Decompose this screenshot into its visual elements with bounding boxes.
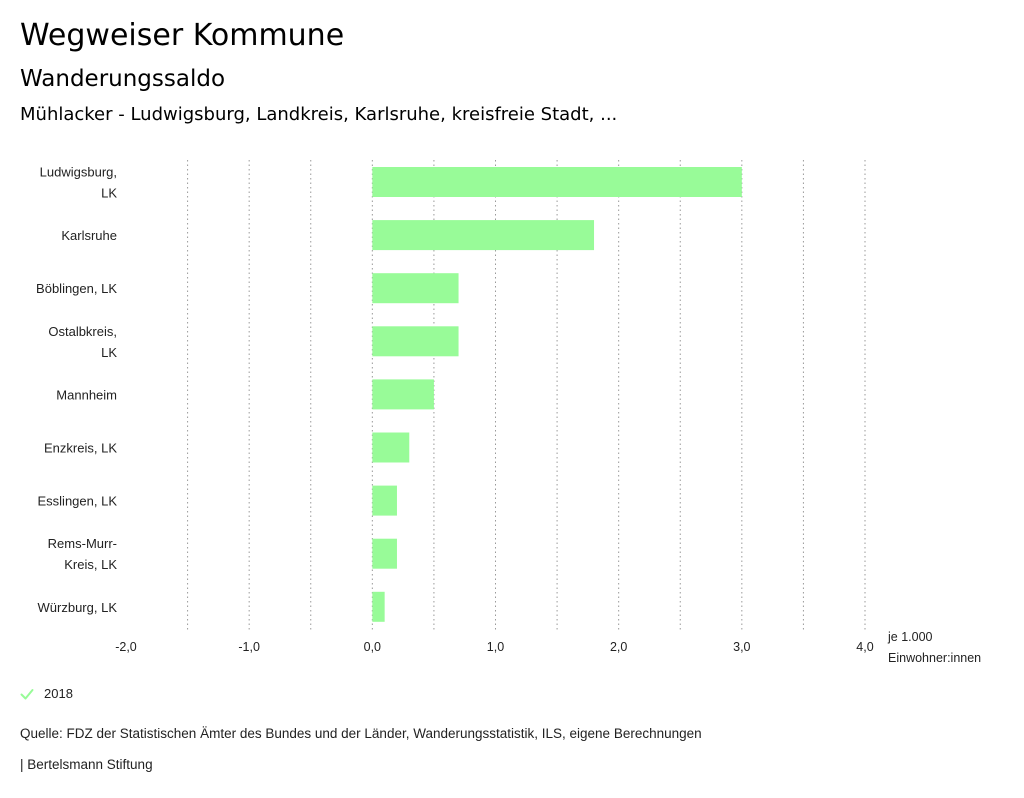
region-selection[interactable]: Mühlacker - Ludwigsburg, Landkreis, Karl… (20, 104, 618, 125)
tick-labels: -2,0 -1,0 0,0 1,0 2,0 3,0 4,0 (115, 640, 874, 654)
bar (372, 538, 397, 569)
bar (372, 591, 385, 622)
tick-label: 3,0 (733, 640, 750, 654)
legend-label: 2018 (44, 686, 73, 701)
category-label: Rems-Murr- (48, 536, 117, 551)
chart-subtitle: Wanderungssaldo (20, 66, 226, 92)
unit-label: je 1.000 Einwohner:innen (887, 630, 981, 665)
tick-label: 0,0 (364, 640, 381, 654)
category-label: Enzkreis, LK (44, 441, 117, 456)
bar-chart: Ludwigsburg, LK Karlsruhe Böblingen, LK Osta… (36, 160, 981, 665)
category-label: Kreis, LK (64, 557, 117, 572)
category-label: Mannheim (56, 387, 117, 402)
category-label: LK (101, 345, 117, 360)
check-icon (20, 688, 34, 699)
category-label: Ostalbkreis, (48, 324, 117, 339)
tick-label: -2,0 (115, 640, 137, 654)
bar (372, 485, 397, 516)
bar (372, 379, 434, 410)
bar (372, 167, 742, 197)
bar (372, 273, 459, 304)
tick-label: 1,0 (487, 640, 504, 654)
category-labels: Ludwigsburg, LK Karlsruhe Böblingen, LK Osta… (36, 165, 117, 615)
tick-label: 4,0 (856, 640, 873, 654)
category-label: Karlsruhe (61, 228, 117, 243)
category-label: Esslingen, LK (38, 494, 118, 509)
unit-label-line: je 1.000 (887, 630, 933, 644)
unit-label-line: Einwohner:innen (888, 651, 981, 665)
category-label: Würzburg, LK (38, 600, 118, 615)
tick-label: 2,0 (610, 640, 627, 654)
tick-label: -1,0 (238, 640, 260, 654)
bar (372, 326, 459, 357)
source-note: Quelle: FDZ der Statistischen Ämter des … (20, 726, 702, 741)
bar-layer (372, 167, 742, 622)
credit-note: | Bertelsmann Stiftung (20, 757, 153, 772)
bar (372, 220, 595, 251)
category-label: LK (101, 186, 117, 201)
category-label: Ludwigsburg, (40, 165, 117, 180)
bar (372, 432, 410, 463)
page-title: Wegweiser Kommune (20, 18, 345, 53)
legend-item-2018[interactable]: 2018 (20, 686, 73, 701)
category-label: Böblingen, LK (36, 281, 117, 296)
